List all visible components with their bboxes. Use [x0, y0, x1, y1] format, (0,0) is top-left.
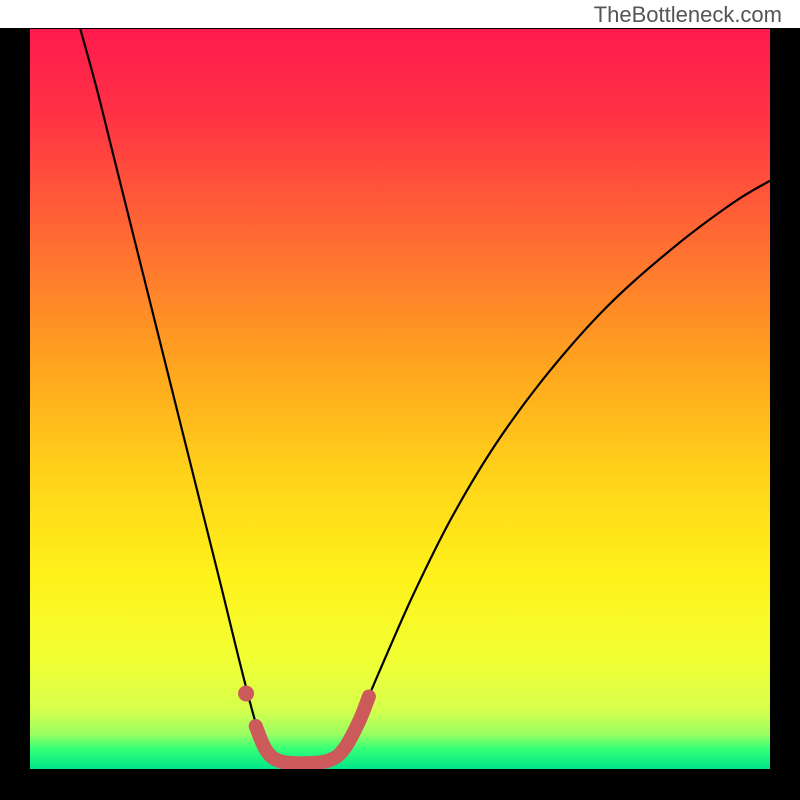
left-curve — [80, 29, 274, 760]
curve-svg — [30, 29, 770, 769]
trough-marker — [256, 696, 369, 763]
plot-area — [30, 29, 770, 769]
marker-dot — [238, 686, 254, 702]
right-curve — [337, 181, 770, 760]
chart-frame — [0, 28, 800, 800]
watermark-text: TheBottleneck.com — [594, 2, 782, 28]
